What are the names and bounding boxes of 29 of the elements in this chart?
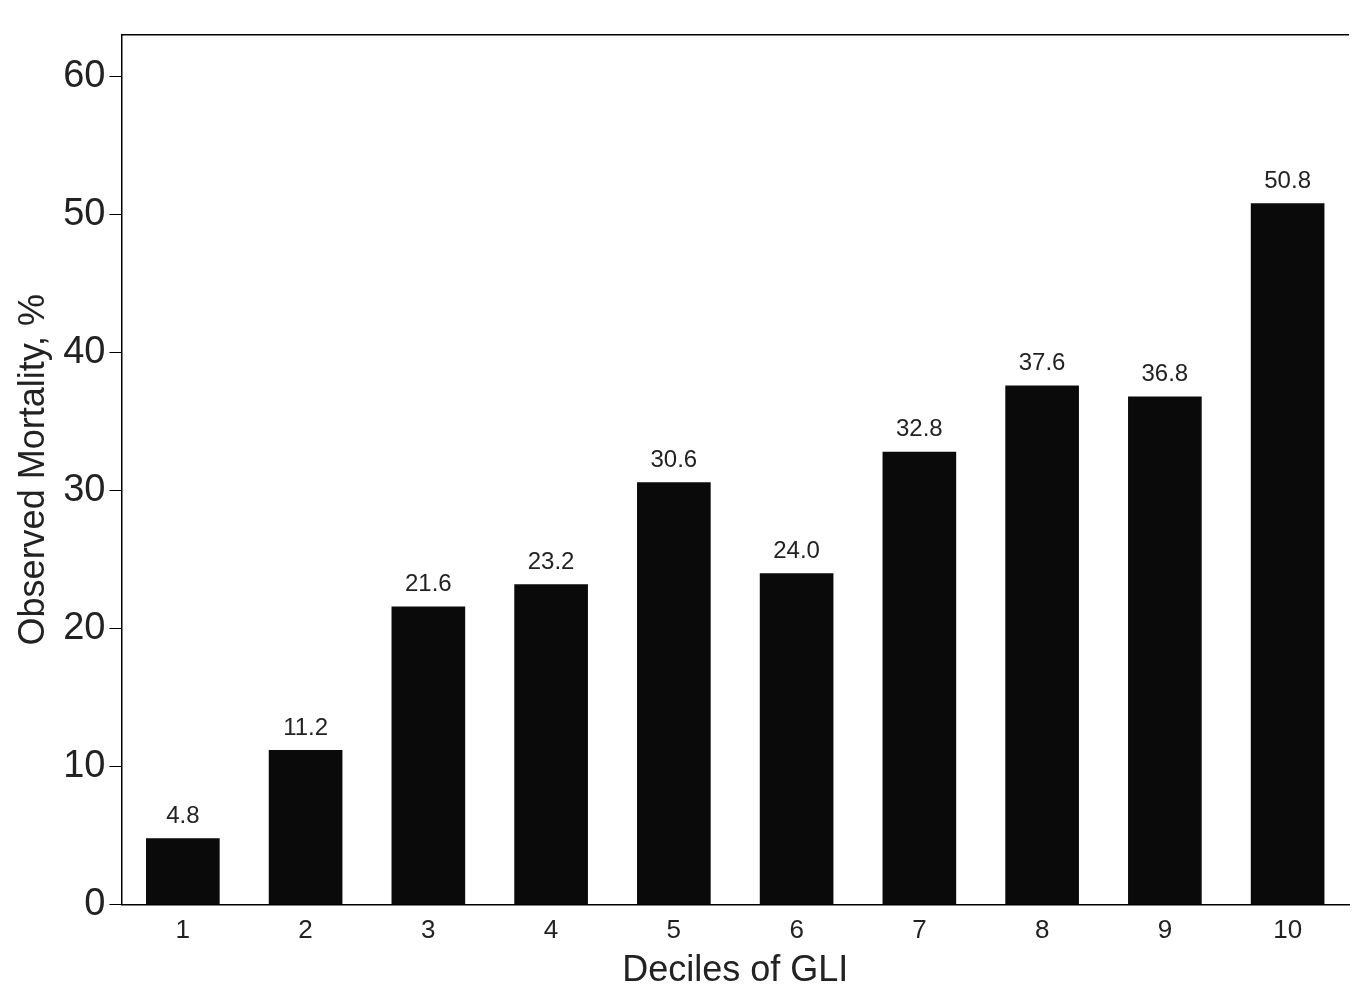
y-tick-label: 0 — [84, 881, 106, 924]
x-axis-title: Deciles of GLI — [622, 948, 849, 990]
x-tick-label: 3 — [421, 914, 436, 945]
x-tick-label: 1 — [175, 914, 191, 945]
x-tick-label: 10 — [1273, 914, 1303, 945]
y-tick-label: 50 — [63, 190, 106, 233]
x-tick-label: 6 — [789, 914, 804, 945]
x-tick-label: 9 — [1157, 914, 1173, 945]
data-label: 50.8 — [1264, 165, 1311, 193]
data-label: 23.2 — [527, 546, 575, 574]
data-label: 37.6 — [1018, 348, 1066, 376]
data-label: 32.8 — [896, 414, 943, 442]
y-tick-label: 40 — [63, 328, 106, 371]
y-axis-title: Observed Mortality, % — [10, 293, 52, 646]
data-label: 11.2 — [283, 712, 329, 740]
x-tick-label: 7 — [912, 914, 927, 945]
data-label: 24.0 — [773, 535, 820, 563]
x-tick-label: 4 — [543, 914, 559, 945]
y-tick-label: 10 — [63, 743, 106, 786]
x-tick-label: 5 — [666, 914, 682, 945]
x-tick-label: 2 — [298, 914, 313, 945]
data-label: 4.8 — [166, 800, 200, 828]
y-tick-label: 60 — [63, 52, 106, 95]
data-label: 21.6 — [404, 569, 452, 597]
y-tick-label: 30 — [63, 466, 106, 509]
y-tick-label: 20 — [63, 604, 106, 647]
data-label: 30.6 — [650, 444, 698, 472]
x-tick-label: 8 — [1034, 914, 1050, 945]
data-label: 36.8 — [1141, 359, 1189, 387]
